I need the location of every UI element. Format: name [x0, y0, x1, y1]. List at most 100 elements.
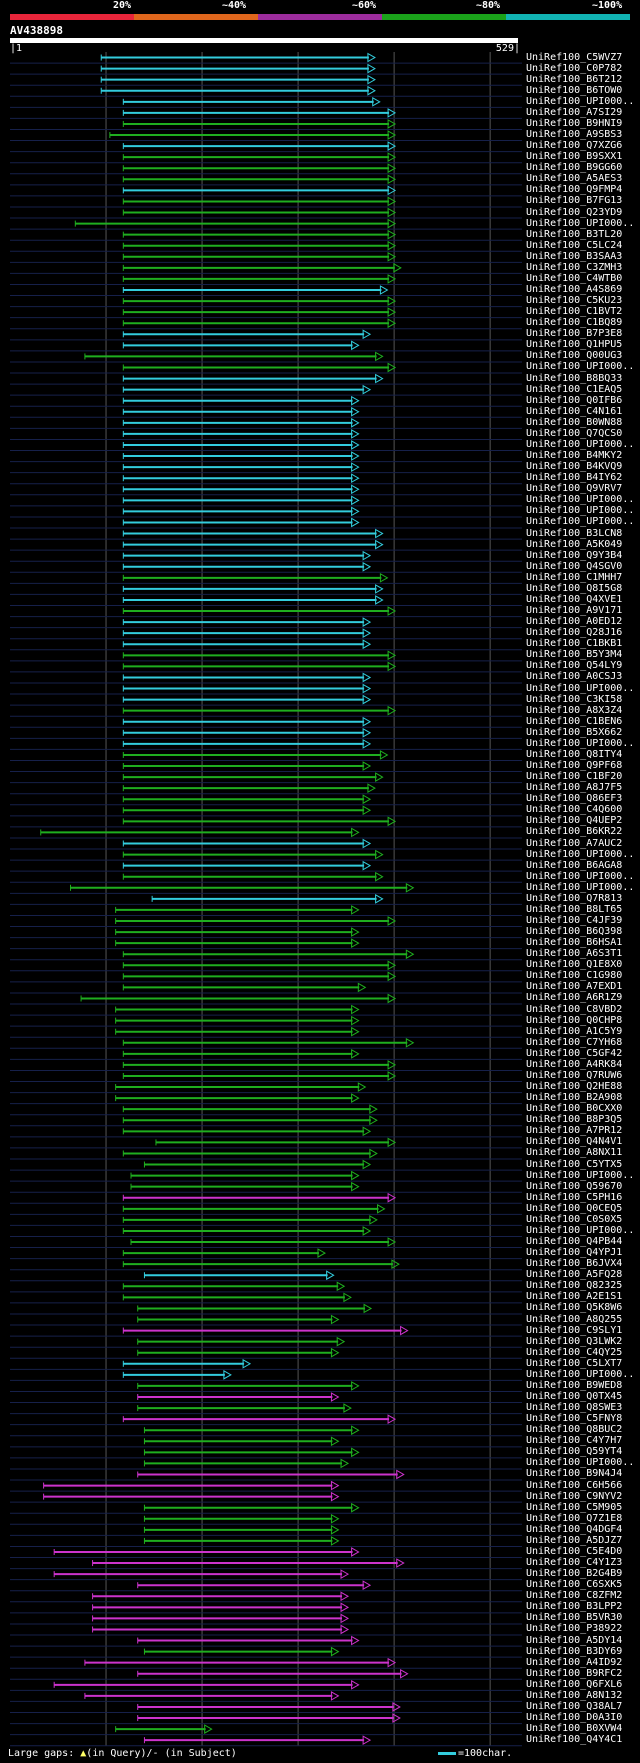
hit-label[interactable]: UniRef100_Q0CHP8 [526, 1014, 623, 1026]
hit-label[interactable]: UniRef100_Q7Z1E8 [526, 1512, 623, 1524]
hit-label[interactable]: UniRef100_C4Y1Z3 [526, 1557, 623, 1569]
hit-label[interactable]: UniRef100_B3LPP2 [526, 1601, 623, 1613]
hit-label[interactable]: UniRef100_A7AUC2 [526, 837, 623, 849]
hit-label[interactable]: UniRef100_C9SLY1 [526, 1324, 623, 1336]
hit-label[interactable]: UniRef100_C5LC24 [526, 239, 623, 251]
hit-label[interactable]: UniRef100_B9WED8 [526, 1379, 623, 1391]
hit-label[interactable]: UniRef100_B4KVQ9 [526, 461, 623, 473]
hit-label[interactable]: UniRef100_Q4UEP2 [526, 815, 623, 827]
hit-label[interactable]: UniRef100_Q3LWK2 [526, 1335, 623, 1347]
hit-label[interactable]: UniRef100_B3DY69 [526, 1645, 623, 1657]
hit-label[interactable]: UniRef100_C1EAQ5 [526, 383, 623, 395]
hit-label[interactable]: UniRef100_B6HSA1 [526, 937, 623, 949]
hit-label[interactable]: UniRef100_A6S3T1 [526, 948, 623, 960]
hit-label[interactable]: UniRef100_C4N161 [526, 405, 623, 417]
hit-label[interactable]: UniRef100_A7EXD1 [526, 981, 623, 993]
hit-label[interactable]: UniRef100_Q9FMP4 [526, 184, 623, 196]
hit-label[interactable]: UniRef100_UPI000.. [526, 682, 635, 694]
hit-label[interactable]: UniRef100_C6H566 [526, 1479, 623, 1491]
hit-label[interactable]: UniRef100_B3SAA3 [526, 250, 623, 262]
hit-label[interactable]: UniRef100_A2E1S1 [526, 1291, 623, 1303]
hit-label[interactable]: UniRef100_Q54LY9 [526, 660, 623, 672]
hit-label[interactable]: UniRef100_A5AES3 [526, 173, 623, 185]
hit-label[interactable]: UniRef100_C4JF39 [526, 914, 623, 926]
hit-label[interactable]: UniRef100_A9SBS3 [526, 129, 623, 141]
hit-label[interactable]: UniRef100_Q1HPU5 [526, 339, 623, 351]
hit-label[interactable]: UniRef100_UPI000.. [526, 438, 635, 450]
hit-label[interactable]: UniRef100_Q4XVE1 [526, 593, 623, 605]
hit-label[interactable]: UniRef100_C1BF20 [526, 771, 623, 783]
hit-label[interactable]: UniRef100_Q1E8X0 [526, 959, 623, 971]
hit-label[interactable]: UniRef100_C3ZMH3 [526, 261, 623, 273]
hit-label[interactable]: UniRef100_UPI000.. [526, 95, 635, 107]
hit-label[interactable]: UniRef100_C5GF42 [526, 1047, 623, 1059]
hit-label[interactable]: UniRef100_B9GG60 [526, 162, 623, 174]
hit-label[interactable]: UniRef100_Q23YD9 [526, 206, 623, 218]
hit-label[interactable]: UniRef100_A4S869 [526, 284, 623, 295]
hit-label[interactable]: UniRef100_C1BVT2 [526, 306, 623, 318]
hit-label[interactable]: UniRef100_C3KI58 [526, 693, 623, 705]
hit-label[interactable]: UniRef100_C1BQ89 [526, 317, 623, 329]
hit-label[interactable]: UniRef100_Q7QCS0 [526, 427, 623, 439]
hit-label[interactable]: UniRef100_Q9Y3B4 [526, 549, 623, 561]
hit-label[interactable]: UniRef100_C8VBD2 [526, 1003, 623, 1015]
hit-label[interactable]: UniRef100_Q8SWE3 [526, 1402, 623, 1414]
hit-label[interactable]: UniRef100_Q4SGV0 [526, 560, 623, 572]
hit-label[interactable]: UniRef100_A5FQ28 [526, 1269, 623, 1281]
hit-label[interactable]: UniRef100_UPI000.. [526, 361, 635, 373]
hit-label[interactable]: UniRef100_UPI000.. [526, 217, 635, 229]
hit-label[interactable]: UniRef100_A1C5Y9 [526, 1025, 623, 1037]
hit-label[interactable]: UniRef100_A8N132 [526, 1689, 623, 1701]
hit-label[interactable]: UniRef100_C1BKB1 [526, 638, 623, 650]
hit-label[interactable]: UniRef100_B5VR30 [526, 1612, 623, 1624]
hit-label[interactable]: UniRef100_Q5K8W6 [526, 1302, 623, 1314]
hit-label[interactable]: UniRef100_B3LCN8 [526, 527, 623, 539]
hit-label[interactable]: UniRef100_B7P3E8 [526, 328, 623, 340]
hit-label[interactable]: UniRef100_B6AGA8 [526, 859, 623, 871]
hit-label[interactable]: UniRef100_C1BEN6 [526, 715, 623, 727]
hit-label[interactable]: UniRef100_Q6FXL6 [526, 1678, 623, 1690]
hit-label[interactable]: UniRef100_B2A908 [526, 1092, 623, 1104]
hit-label[interactable]: UniRef100_A9V171 [526, 605, 623, 617]
hit-label[interactable]: UniRef100_Q86EF3 [526, 793, 623, 805]
hit-label[interactable]: UniRef100_A5DY14 [526, 1634, 623, 1646]
hit-label[interactable]: UniRef100_B7FG13 [526, 195, 623, 207]
hit-label[interactable]: UniRef100_B4MKY2 [526, 450, 623, 462]
hit-label[interactable]: UniRef100_Q2HE88 [526, 1081, 623, 1093]
hit-label[interactable]: UniRef100_B5Y3M4 [526, 649, 623, 661]
hit-label[interactable]: UniRef100_Q82325 [526, 1280, 623, 1292]
hit-label[interactable]: UniRef100_C1MHH7 [526, 571, 623, 583]
hit-label[interactable]: UniRef100_Q4PB44 [526, 1236, 623, 1248]
hit-label[interactable]: UniRef100_A4ID92 [526, 1656, 623, 1668]
hit-label[interactable]: UniRef100_A7SI29 [526, 106, 623, 118]
hit-label[interactable]: UniRef100_UPI000.. [526, 737, 635, 749]
hit-label[interactable]: UniRef100_A8Q255 [526, 1313, 623, 1325]
hit-label[interactable]: UniRef100_C4Y7H7 [526, 1435, 623, 1447]
hit-label[interactable]: UniRef100_C1G980 [526, 970, 623, 982]
hit-label[interactable]: UniRef100_B9SXX1 [526, 151, 623, 163]
hit-label[interactable]: UniRef100_B9HNI9 [526, 117, 623, 129]
hit-label[interactable]: UniRef100_UPI000.. [526, 1457, 635, 1469]
hit-label[interactable]: UniRef100_B0XVW4 [526, 1723, 623, 1735]
hit-label[interactable]: UniRef100_Q59670 [526, 1180, 623, 1192]
hit-label[interactable]: UniRef100_D0A3I0 [526, 1712, 623, 1724]
hit-label[interactable]: UniRef100_C5PH16 [526, 1191, 623, 1203]
hit-label[interactable]: UniRef100_C4QY25 [526, 1346, 623, 1358]
hit-label[interactable]: UniRef100_A5K049 [526, 538, 623, 550]
hit-label[interactable]: UniRef100_A8X3Z4 [526, 704, 623, 716]
hit-label[interactable]: UniRef100_Q7XZG6 [526, 140, 623, 152]
hit-label[interactable]: UniRef100_B9RFC2 [526, 1667, 623, 1679]
hit-label[interactable]: UniRef100_UPI000.. [526, 505, 635, 517]
hit-label[interactable]: UniRef100_C5LXT7 [526, 1357, 623, 1369]
hit-label[interactable]: UniRef100_UPI000.. [526, 494, 635, 506]
hit-label[interactable]: UniRef100_Q0CEQ5 [526, 1202, 623, 1214]
hit-label[interactable]: UniRef100_Q28J16 [526, 627, 623, 639]
hit-label[interactable]: UniRef100_A6R1Z9 [526, 992, 623, 1004]
hit-label[interactable]: UniRef100_Q4YPJ1 [526, 1247, 623, 1259]
hit-label[interactable]: UniRef100_C9NYV2 [526, 1490, 623, 1502]
hit-label[interactable]: UniRef100_Q9VRV7 [526, 483, 623, 495]
hit-label[interactable]: UniRef100_B6Q398 [526, 926, 623, 938]
hit-label[interactable]: UniRef100_UPI000.. [526, 848, 635, 860]
hit-label[interactable]: UniRef100_UPI000.. [526, 1368, 635, 1380]
hit-label[interactable]: UniRef100_C5M905 [526, 1501, 623, 1513]
